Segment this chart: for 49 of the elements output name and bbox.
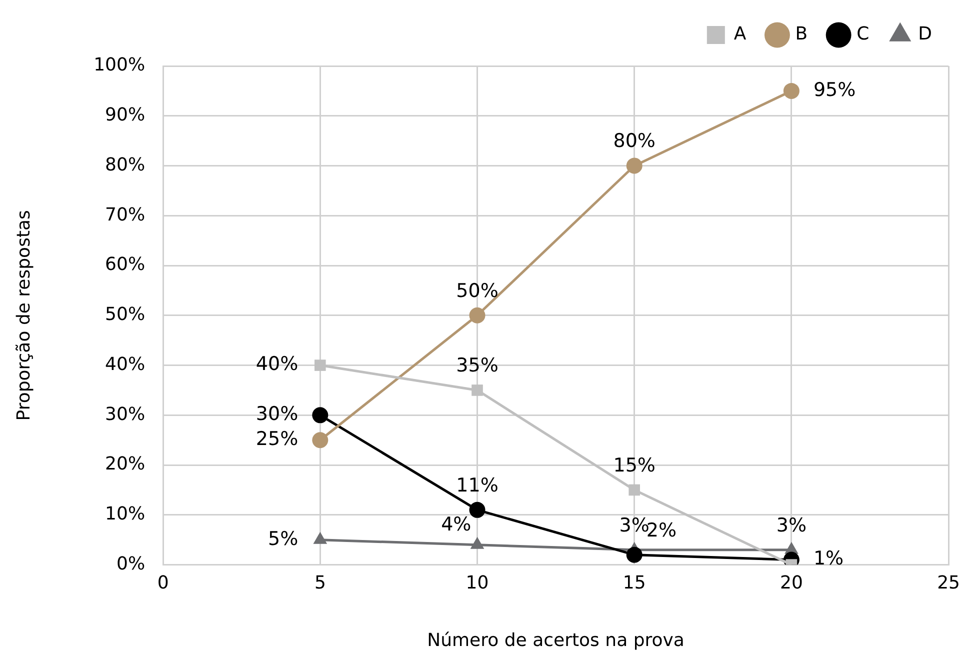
y-tick-label: 20% bbox=[105, 454, 146, 475]
legend-label: A bbox=[734, 24, 747, 45]
legend-label: B bbox=[795, 24, 808, 45]
x-tick-label: 15 bbox=[622, 572, 646, 594]
point bbox=[628, 484, 640, 496]
x-axis-title: Número de acertos na prova bbox=[427, 630, 684, 651]
x-tick-label: 0 bbox=[157, 572, 169, 594]
data-label: 2% bbox=[646, 519, 677, 542]
data-label: 80% bbox=[613, 130, 656, 152]
point bbox=[626, 158, 642, 174]
point bbox=[783, 82, 800, 99]
y-tick-label: 30% bbox=[105, 404, 146, 425]
legend-label: C bbox=[856, 24, 870, 45]
data-label: 1% bbox=[813, 548, 844, 570]
legend-label: D bbox=[918, 24, 932, 45]
data-label: 11% bbox=[456, 474, 498, 496]
y-tick-label: 10% bbox=[105, 504, 146, 525]
point bbox=[470, 536, 484, 549]
y-tick-label: 80% bbox=[105, 154, 146, 176]
point bbox=[626, 546, 642, 563]
data-label: 15% bbox=[613, 454, 656, 476]
data-label: 35% bbox=[456, 354, 498, 377]
point bbox=[312, 407, 328, 424]
y-tick-label: 100% bbox=[94, 54, 146, 76]
data-label: 25% bbox=[256, 428, 298, 450]
x-tick-label: 5 bbox=[314, 572, 326, 594]
y-tick-label: 70% bbox=[105, 204, 146, 226]
data-label: 50% bbox=[456, 280, 498, 302]
y-tick-label: 90% bbox=[105, 104, 146, 126]
y-axis-title: Proporção de respostas bbox=[13, 210, 34, 421]
data-label: 3% bbox=[776, 514, 807, 536]
point bbox=[469, 502, 486, 518]
y-tick-label: 50% bbox=[105, 304, 146, 326]
data-label: 4% bbox=[441, 513, 472, 536]
data-label: 95% bbox=[813, 78, 856, 101]
x-tick-label: 25 bbox=[937, 572, 960, 594]
point bbox=[472, 384, 483, 396]
data-label: 5% bbox=[268, 528, 298, 550]
point bbox=[312, 432, 328, 448]
point bbox=[469, 307, 486, 324]
data-label: 40% bbox=[256, 353, 298, 376]
point bbox=[313, 532, 328, 544]
y-tick-label: 60% bbox=[105, 254, 146, 276]
y-tick-label: 0% bbox=[116, 553, 146, 574]
y-tick-label: 40% bbox=[105, 354, 146, 375]
x-tick-label: 10 bbox=[466, 572, 489, 594]
x-tick-label: 20 bbox=[780, 572, 803, 594]
data-label: 30% bbox=[256, 403, 298, 426]
point bbox=[314, 360, 326, 371]
